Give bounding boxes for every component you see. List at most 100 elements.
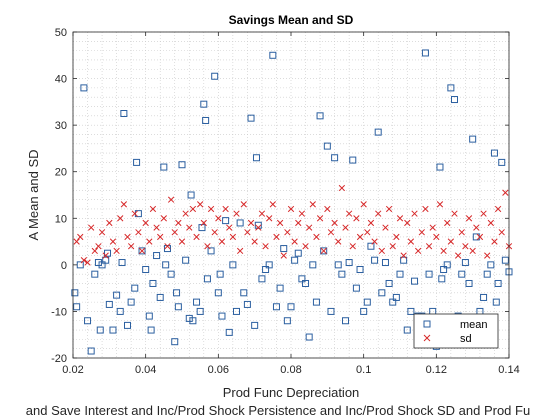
sd-point: [291, 238, 298, 245]
y-axis-label: A Mean and SD: [26, 149, 41, 240]
sd-point: [400, 252, 407, 259]
sd-point: [127, 243, 135, 250]
mean-point: [200, 100, 208, 108]
mean-point: [178, 161, 186, 169]
sd-point: [207, 205, 215, 213]
mean-point: [236, 219, 244, 227]
mean-point: [385, 279, 393, 287]
sd-point: [142, 219, 149, 227]
sd-point: [211, 229, 218, 236]
mean-point: [443, 261, 451, 269]
sd-point: [284, 229, 291, 236]
sd-point: [255, 224, 262, 231]
mean-point: [458, 270, 466, 278]
mean-point: [342, 317, 349, 325]
mean-point: [174, 303, 182, 311]
mean-point: [276, 284, 284, 292]
mean-point: [187, 191, 195, 199]
y-tick-label: 20: [55, 167, 67, 179]
mean-point: [87, 347, 95, 355]
mean-point: [153, 252, 161, 260]
x-tick-label: 0.06: [208, 364, 229, 376]
sd-point: [476, 233, 484, 241]
legend-mean-marker: [423, 320, 431, 328]
mean-point: [133, 158, 141, 166]
mean-point: [425, 270, 433, 278]
sd-point: [422, 205, 429, 213]
sd-point: [88, 224, 95, 231]
sd-point: [236, 247, 244, 255]
mean-point: [216, 270, 224, 278]
sd-point: [473, 224, 480, 231]
sd-point: [164, 243, 171, 250]
sd-point: [447, 238, 455, 245]
sd-point: [320, 247, 327, 255]
sd-point: [262, 243, 269, 250]
mean-point: [327, 307, 335, 315]
mean-point: [492, 298, 500, 306]
sd-point: [382, 224, 389, 231]
sd-point: [73, 238, 80, 245]
sd-point: [360, 201, 367, 208]
mean-point: [109, 326, 117, 334]
mean-point: [262, 266, 270, 274]
mean-point: [71, 289, 79, 297]
sd-point: [244, 229, 251, 236]
sd-point: [331, 219, 338, 227]
mean-point: [171, 338, 179, 346]
mean-point: [309, 261, 317, 269]
sd-point: [502, 189, 509, 196]
sd-point: [167, 196, 175, 203]
mean-point: [80, 84, 88, 92]
mean-point: [367, 242, 375, 250]
x-tick-label: 0.02: [62, 364, 83, 376]
mean-point: [167, 270, 175, 278]
sd-point: [327, 229, 335, 236]
sd-point: [186, 224, 193, 231]
mean-point: [294, 249, 302, 257]
mean-point: [436, 163, 444, 171]
mean-point: [480, 293, 488, 301]
sd-point: [240, 201, 247, 208]
mean-point: [258, 275, 266, 283]
mean-point: [483, 270, 491, 278]
sd-point: [484, 252, 491, 259]
mean-point: [396, 270, 404, 278]
mean-point: [338, 270, 346, 278]
mean-point: [407, 307, 415, 315]
mean-point: [320, 247, 328, 255]
sd-point: [175, 219, 182, 227]
mean-point: [345, 259, 353, 267]
sd-point: [454, 252, 462, 259]
y-axis-ticks: -20 -10 0 10 20 30 40 50: [51, 27, 509, 365]
sd-point: [375, 210, 382, 217]
sd-point: [487, 219, 494, 227]
sd-point: [356, 233, 364, 241]
sd-point: [451, 210, 458, 217]
mean-point: [185, 314, 193, 322]
sd-series: [73, 184, 513, 266]
mean-series: [71, 49, 513, 355]
mean-point: [225, 328, 233, 336]
mean-point: [196, 307, 204, 315]
sd-point: [157, 233, 164, 241]
sd-point: [313, 233, 320, 241]
y-tick-label: -20: [51, 353, 67, 365]
sd-point: [342, 224, 349, 231]
sd-point: [418, 229, 425, 236]
sd-point: [117, 215, 124, 222]
sd-point: [109, 238, 117, 245]
mean-point: [374, 128, 382, 136]
sd-point: [229, 233, 237, 241]
sd-point: [494, 205, 502, 213]
legend: mean sd: [413, 313, 499, 349]
sd-point: [197, 201, 204, 208]
legend-mean-label: mean: [460, 319, 488, 331]
mean-point: [222, 217, 230, 225]
sd-point: [178, 238, 186, 245]
mean-point: [138, 247, 146, 255]
mean-point: [91, 270, 99, 278]
mean-point: [352, 284, 360, 292]
mean-point: [98, 261, 106, 269]
